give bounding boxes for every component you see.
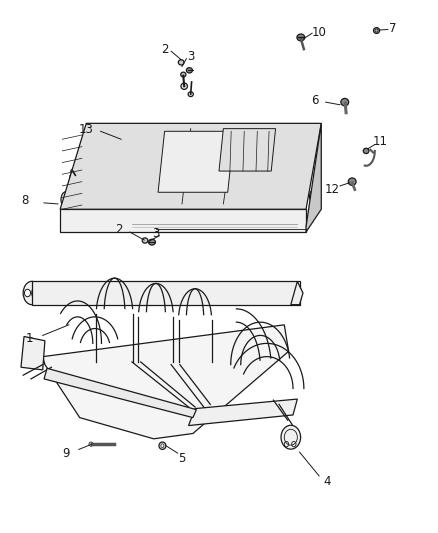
Ellipse shape — [112, 285, 128, 302]
Ellipse shape — [348, 178, 356, 185]
Ellipse shape — [25, 289, 31, 297]
Ellipse shape — [183, 285, 198, 301]
Text: 4: 4 — [323, 475, 331, 488]
Ellipse shape — [281, 425, 300, 449]
Polygon shape — [219, 128, 276, 171]
Text: 3: 3 — [152, 227, 159, 240]
Text: 12: 12 — [325, 183, 339, 196]
Ellipse shape — [148, 239, 155, 245]
Ellipse shape — [142, 238, 148, 243]
Ellipse shape — [276, 160, 289, 173]
Ellipse shape — [310, 190, 318, 203]
Ellipse shape — [60, 284, 78, 303]
Text: 3: 3 — [187, 50, 194, 63]
Ellipse shape — [232, 285, 248, 302]
Polygon shape — [291, 281, 303, 305]
Ellipse shape — [70, 170, 85, 185]
Ellipse shape — [71, 169, 75, 173]
Text: 1: 1 — [26, 332, 33, 344]
Text: 11: 11 — [373, 135, 388, 148]
Ellipse shape — [178, 60, 184, 65]
Ellipse shape — [159, 442, 166, 449]
Ellipse shape — [297, 34, 305, 41]
Polygon shape — [60, 209, 306, 232]
Text: 8: 8 — [21, 193, 29, 207]
Polygon shape — [188, 399, 297, 425]
Ellipse shape — [159, 285, 175, 302]
Ellipse shape — [363, 148, 369, 154]
Ellipse shape — [79, 187, 89, 198]
Ellipse shape — [181, 72, 186, 77]
Ellipse shape — [283, 131, 292, 139]
Ellipse shape — [188, 92, 193, 96]
Ellipse shape — [207, 285, 222, 301]
Text: 7: 7 — [389, 22, 397, 36]
Ellipse shape — [186, 68, 192, 73]
Text: 2: 2 — [161, 43, 168, 55]
Ellipse shape — [281, 289, 287, 297]
Ellipse shape — [258, 284, 276, 302]
Ellipse shape — [181, 83, 187, 90]
Ellipse shape — [287, 144, 297, 155]
Ellipse shape — [161, 444, 164, 448]
Text: 10: 10 — [312, 26, 327, 38]
Ellipse shape — [61, 192, 71, 208]
Ellipse shape — [67, 218, 74, 228]
Ellipse shape — [23, 281, 41, 305]
Polygon shape — [32, 281, 300, 305]
Polygon shape — [306, 123, 321, 232]
Polygon shape — [60, 123, 321, 209]
Ellipse shape — [134, 285, 151, 302]
Text: 13: 13 — [79, 123, 94, 136]
Ellipse shape — [374, 28, 380, 34]
Ellipse shape — [341, 99, 349, 106]
Text: 5: 5 — [178, 452, 186, 465]
Ellipse shape — [89, 442, 93, 446]
Polygon shape — [43, 325, 289, 439]
Ellipse shape — [64, 207, 71, 218]
Text: 2: 2 — [115, 223, 123, 236]
Ellipse shape — [32, 283, 53, 303]
Ellipse shape — [186, 151, 212, 175]
Ellipse shape — [86, 284, 104, 303]
Text: 6: 6 — [311, 93, 318, 107]
Polygon shape — [44, 368, 196, 418]
Polygon shape — [158, 131, 234, 192]
Text: 9: 9 — [62, 447, 70, 459]
Polygon shape — [21, 336, 45, 370]
